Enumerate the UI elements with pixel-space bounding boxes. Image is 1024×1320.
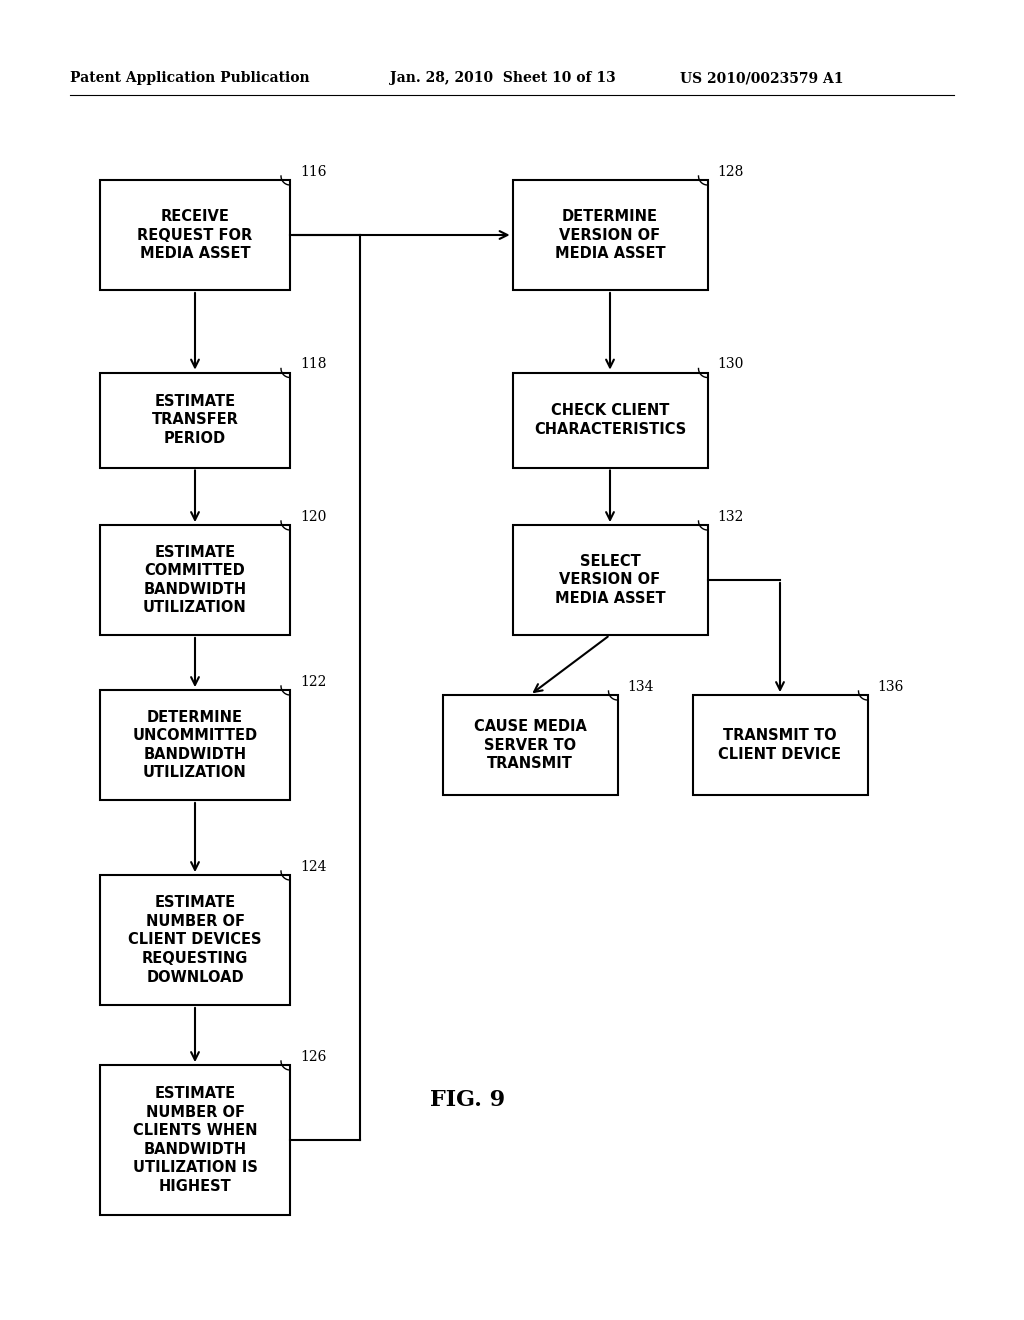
Text: 128: 128 [718,165,743,180]
Bar [100,690,290,800]
Text: 126: 126 [300,1049,327,1064]
Text: DETERMINE
UNCOMMITTED
BANDWIDTH
UTILIZATION: DETERMINE UNCOMMITTED BANDWIDTH UTILIZAT… [132,710,258,780]
Text: CHECK CLIENT
CHARACTERISTICS: CHECK CLIENT CHARACTERISTICS [534,403,686,437]
Text: TRANSMIT TO
CLIENT DEVICE: TRANSMIT TO CLIENT DEVICE [719,729,842,762]
Text: 116: 116 [300,165,327,180]
Bar [100,1065,290,1214]
Text: ESTIMATE
COMMITTED
BANDWIDTH
UTILIZATION: ESTIMATE COMMITTED BANDWIDTH UTILIZATION [143,545,247,615]
Text: 120: 120 [300,510,327,524]
Text: 122: 122 [300,675,327,689]
Text: 134: 134 [628,680,654,694]
Bar [100,372,290,467]
Bar [512,372,708,467]
Text: ESTIMATE
NUMBER OF
CLIENTS WHEN
BANDWIDTH
UTILIZATION IS
HIGHEST: ESTIMATE NUMBER OF CLIENTS WHEN BANDWIDT… [132,1086,257,1195]
Bar [692,696,867,795]
Text: 132: 132 [718,510,743,524]
Bar [442,696,617,795]
Text: DETERMINE
VERSION OF
MEDIA ASSET: DETERMINE VERSION OF MEDIA ASSET [555,209,666,261]
Text: 136: 136 [878,680,904,694]
Text: Jan. 28, 2010  Sheet 10 of 13: Jan. 28, 2010 Sheet 10 of 13 [390,71,615,84]
Text: 118: 118 [300,358,327,371]
Bar [512,180,708,290]
Text: ESTIMATE
NUMBER OF
CLIENT DEVICES
REQUESTING
DOWNLOAD: ESTIMATE NUMBER OF CLIENT DEVICES REQUES… [128,895,262,985]
Text: Patent Application Publication: Patent Application Publication [70,71,309,84]
Text: ESTIMATE
TRANSFER
PERIOD: ESTIMATE TRANSFER PERIOD [152,393,239,446]
Text: SELECT
VERSION OF
MEDIA ASSET: SELECT VERSION OF MEDIA ASSET [555,554,666,606]
Bar [100,525,290,635]
Bar [100,180,290,290]
Bar [100,875,290,1005]
Text: US 2010/0023579 A1: US 2010/0023579 A1 [680,71,844,84]
Bar [512,525,708,635]
Text: RECEIVE
REQUEST FOR
MEDIA ASSET: RECEIVE REQUEST FOR MEDIA ASSET [137,209,253,261]
Text: 124: 124 [300,861,327,874]
Text: FIG. 9: FIG. 9 [430,1089,505,1111]
Text: CAUSE MEDIA
SERVER TO
TRANSMIT: CAUSE MEDIA SERVER TO TRANSMIT [473,719,587,771]
Text: 130: 130 [718,358,743,371]
